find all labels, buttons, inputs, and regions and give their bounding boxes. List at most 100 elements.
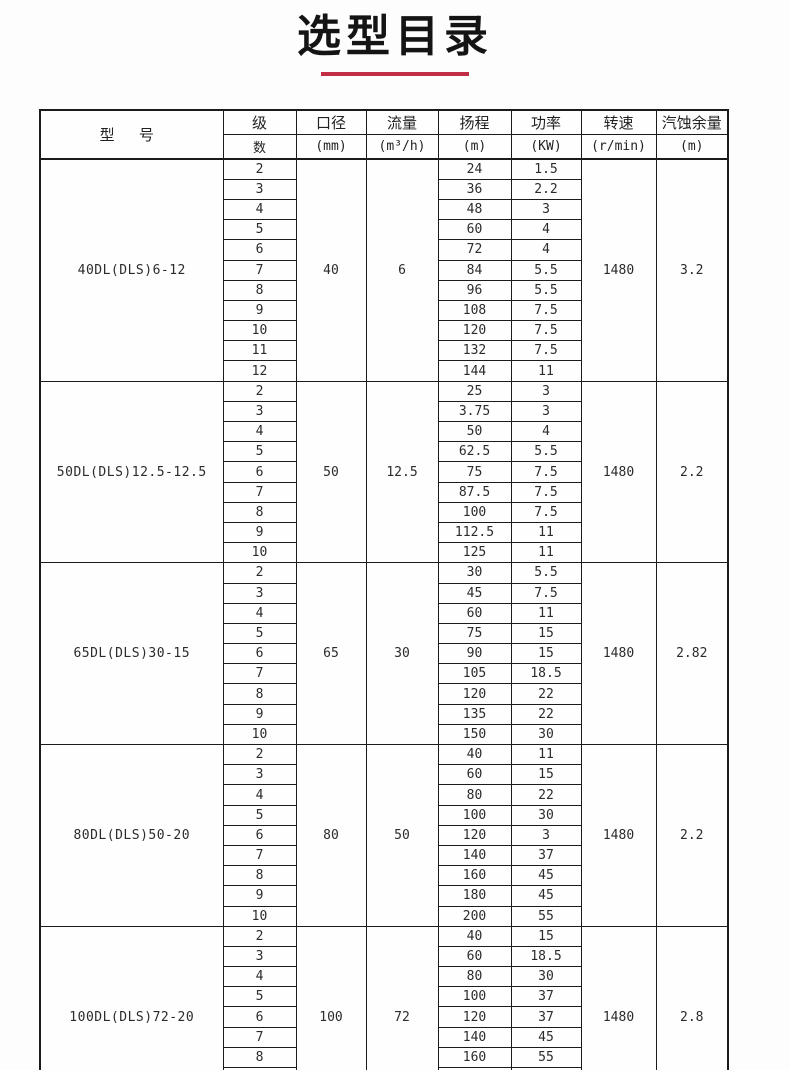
table-row: 8 96 5.5 [40,279,728,301]
head-cell: 3.75 [437,400,512,423]
table-row: 100DL(DLS)72-20 2 100 72 40 15 1480 2.8 [39,925,729,1070]
head-cell: 40 [437,744,512,766]
power-cell: 3 [510,198,582,221]
head-cell: 105 [437,663,512,685]
head-cell: 120 [437,824,512,846]
head-cell: 120 [437,320,512,342]
power-cell: 15 [510,764,582,786]
head-cell: 60 [437,764,512,786]
head-cell: 80 [437,966,512,988]
table-row: 6 90 15 [40,643,728,665]
power-cell: 11 [510,542,582,564]
speed-cell: 1480 [580,744,657,927]
column-header-stages: 级 [222,109,297,135]
head-cell: 45 [437,582,512,604]
head-cell: 180 [437,885,512,907]
table-row: 9 108 7.5 [40,299,728,322]
stage-cell: 4 [222,602,297,624]
power-cell: 45 [510,865,582,887]
stage-cell: 3 [222,178,297,200]
power-cell: 11 [510,744,582,766]
column-unit-power: (KW) [510,133,582,160]
head-cell: 125 [437,542,512,564]
table-body: 40DL(DLS)6-12 2 40 6 24 1.5 1480 3.2 3 36 2.2 4 48 3 5… [39,158,729,1070]
power-cell: 55 [510,1046,582,1069]
table-row: 9 180 45 [40,885,728,907]
npsh-cell: 2.2 [655,380,729,564]
power-cell: 11 [510,602,582,624]
table-row: 11 132 7.5 [40,340,728,362]
head-cell: 120 [437,1006,512,1028]
stage-cell: 2 [222,744,297,766]
power-cell: 5.5 [510,441,582,463]
column-unit-head: (m) [437,133,512,160]
table-row: 8 160 45 [40,865,728,887]
power-cell: 15 [510,925,582,947]
stage-cell: 6 [222,239,297,261]
diameter-cell: 50 [295,380,367,564]
column-header-flow: 流量 [365,109,439,135]
flow-cell: 72 [365,925,439,1070]
power-cell: 45 [510,885,582,907]
head-cell: 72 [437,239,512,261]
flow-cell: 50 [365,744,439,927]
diameter-cell: 80 [295,744,367,927]
power-cell: 37 [510,1006,582,1028]
head-cell: 100 [437,986,512,1008]
head-cell: 135 [437,703,512,725]
power-cell: 55 [510,905,582,927]
stage-cell: 6 [222,824,297,846]
power-cell: 5.5 [510,259,582,281]
head-cell: 200 [437,905,512,927]
table-row: 10 150 30 [40,723,728,746]
power-cell: 7.5 [510,582,582,604]
power-cell: 7.5 [510,340,582,362]
stage-cell: 4 [222,784,297,806]
stage-cell: 9 [222,1067,297,1070]
stage-cell: 6 [222,1006,297,1028]
stage-cell: 8 [222,683,297,705]
power-cell: 5.5 [510,562,582,584]
table-row: 5 62.5 5.5 [40,441,728,463]
stage-cell: 4 [222,198,297,221]
head-cell: 144 [437,360,512,382]
diameter-cell: 65 [295,562,367,746]
stage-cell: 7 [222,481,297,503]
table-row: 5 75 15 [40,622,728,645]
table-header: 型 号 级 口径 流量 扬程 功率 转速 汽蚀余量 数 (mm) (m³/h) … [39,109,729,160]
header-row-units: 数 (mm) (m³/h) (m) (KW) (r/min) (m) [40,133,729,160]
stage-cell: 8 [222,279,297,301]
stage-cell: 7 [222,663,297,685]
table-row: 80DL(DLS)50-20 2 80 50 40 11 1480 2.2 [39,744,729,927]
stage-cell: 2 [222,925,297,947]
column-unit-npsh: (m) [655,133,729,160]
stage-cell: 3 [222,764,297,786]
stage-cell: 7 [222,1026,297,1048]
npsh-cell: 2.8 [655,925,729,1070]
table-row: 3 60 15 [40,764,728,786]
table-row: 7 140 45 [40,1026,728,1048]
stage-cell: 3 [222,945,297,968]
table-row: 4 60 11 [40,602,728,624]
column-header-speed: 转速 [580,109,657,135]
table-row: 50DL(DLS)12.5-12.5 2 50 12.5 25 3 1480 2.2 [39,380,729,564]
table-row: 4 50 4 [40,421,728,443]
power-cell: 5.5 [510,279,582,301]
table-row: 65DL(DLS)30-15 2 65 30 30 5.5 1480 2.82 [39,562,729,746]
power-cell: 7.5 [510,299,582,322]
stage-cell: 7 [222,844,297,867]
diameter-cell: 40 [295,158,367,382]
stage-cell: 2 [222,158,297,180]
column-header-head: 扬程 [437,109,512,135]
stage-cell: 10 [222,723,297,746]
head-cell: 112.5 [437,521,512,544]
stage-cell: 8 [222,865,297,887]
stage-cell: 8 [222,1046,297,1069]
head-cell: 96 [437,279,512,301]
stage-cell: 6 [222,643,297,665]
power-cell: 11 [510,360,582,382]
table-row: 7 87.5 7.5 [40,481,728,503]
column-header-power: 功率 [510,109,582,135]
stage-cell: 5 [222,804,297,826]
speed-cell: 1480 [580,925,657,1070]
